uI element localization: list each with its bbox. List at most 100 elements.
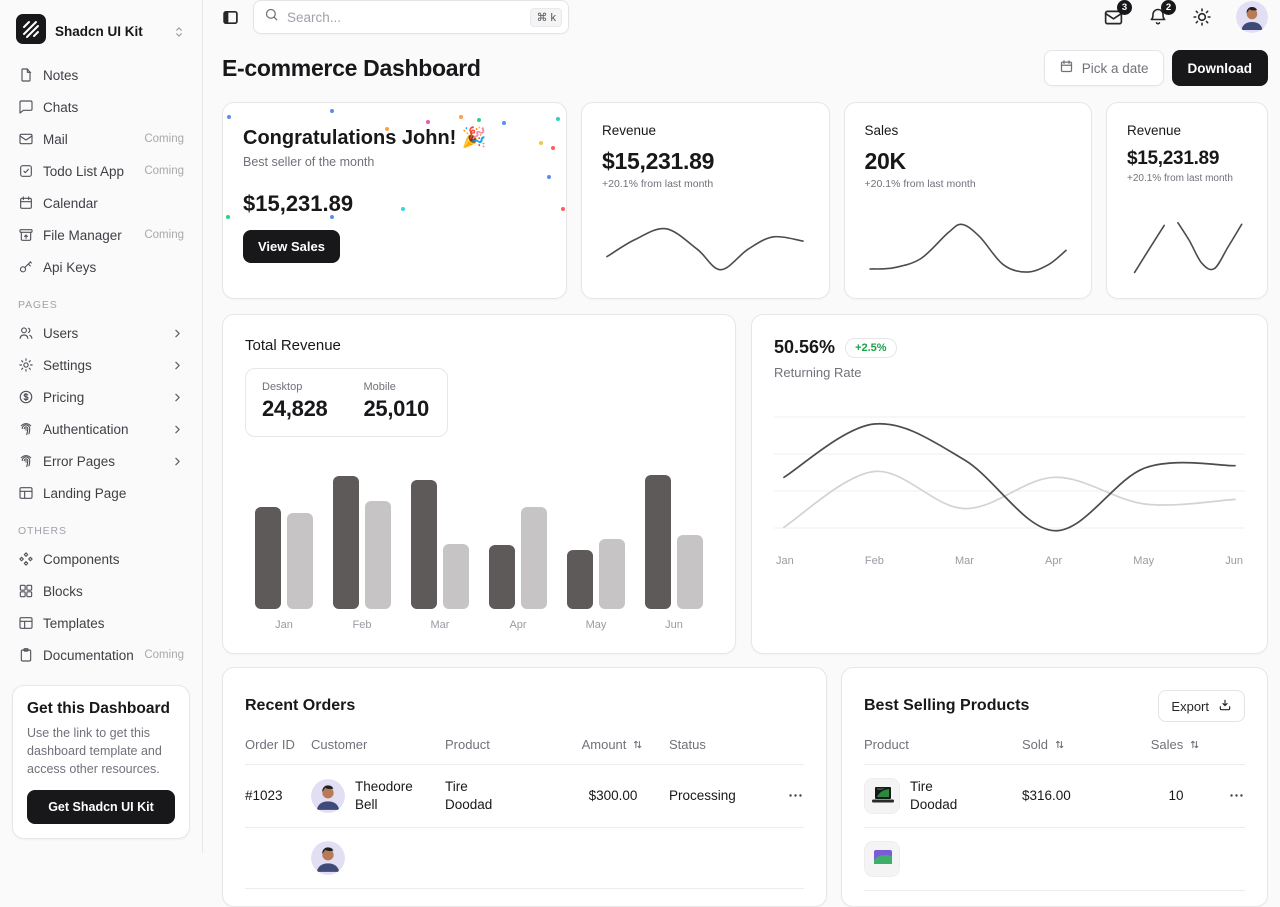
sidebar-item-documentation[interactable]: Documentation Coming <box>12 639 190 671</box>
order-product: Tire Doodad <box>445 778 493 812</box>
congratulations-subtitle: Best seller of the month <box>243 155 375 169</box>
sidebar-item-chats[interactable]: Chats <box>12 91 190 123</box>
sidebar: Shadcn UI Kit Notes Chats Mail Coming Todo L… <box>0 0 203 853</box>
bar-mobile <box>677 535 703 609</box>
settings-icon <box>18 357 34 373</box>
sidebar-item-todo-list-app[interactable]: Todo List App Coming <box>12 155 190 187</box>
revenue-sparkline-chart <box>1133 221 1243 274</box>
product-image <box>864 777 900 814</box>
file-manager-icon <box>18 227 34 243</box>
view-sales-button[interactable]: View Sales <box>243 230 340 263</box>
bell-badge: 2 <box>1161 0 1176 15</box>
customer-avatar <box>311 840 345 875</box>
sidebar-item-components[interactable]: Components <box>12 543 190 575</box>
column-header-amount[interactable]: Amount <box>557 736 669 754</box>
chevrons-up-down-icon[interactable] <box>172 25 186 39</box>
returning-rate-delta-badge: +2.5% <box>845 337 897 358</box>
coming-badge: Coming <box>144 229 184 241</box>
bar-desktop <box>411 480 437 609</box>
column-header-order-id: Order ID <box>245 737 295 752</box>
row-menu-button[interactable] <box>1228 787 1245 804</box>
sidebar-item-blocks[interactable]: Blocks <box>12 575 190 607</box>
customer-name: Theodore Bell <box>355 778 413 812</box>
sort-icon <box>631 738 644 751</box>
promo-title: Get this Dashboard <box>27 699 170 717</box>
sidebar-item-notes[interactable]: Notes <box>12 59 190 91</box>
bell-icon[interactable]: 2 <box>1148 0 1176 27</box>
pick-a-date-button[interactable]: Pick a date <box>1043 50 1164 86</box>
promo-card: Get this Dashboard Use the link to get t… <box>12 684 190 839</box>
brand-logo-icon <box>16 14 46 49</box>
mail-icon <box>18 131 34 147</box>
returning-rate-value: 50.56% <box>774 337 836 357</box>
recent-orders-card: Recent Orders Order ID Customer Product Amo… <box>222 667 827 907</box>
brand[interactable]: Shadcn UI Kit <box>12 10 190 59</box>
bar-group-apr <box>479 507 557 609</box>
theme-toggle-sun-icon[interactable] <box>1192 7 1212 27</box>
search-input[interactable]: Search... ⌘ k <box>253 0 569 34</box>
revenue-sparkline-chart <box>606 227 805 271</box>
sidebar-item-file-manager[interactable]: File Manager Coming <box>12 219 190 251</box>
bar-group-may <box>557 539 635 609</box>
returning-rate-label: Returning Rate <box>774 365 862 380</box>
sidebar-item-api-keys[interactable]: Api Keys <box>12 251 190 283</box>
sidebar-item-settings[interactable]: Settings <box>12 349 190 381</box>
sidebar-nav: Notes Chats Mail Coming Todo List App Coming C… <box>12 59 190 671</box>
users-icon <box>18 325 34 341</box>
bar-group-jun <box>635 475 713 609</box>
total-revenue-card: Total Revenue Desktop 24,828 Mobile 25,0… <box>222 314 736 654</box>
brand-name: Shadcn UI Kit <box>55 24 143 39</box>
product-row <box>864 828 1245 891</box>
sidebar-item-mail[interactable]: Mail Coming <box>12 123 190 155</box>
search-icon <box>264 7 279 27</box>
pricing-icon <box>18 389 34 405</box>
mobile-label: Mobile <box>363 381 396 393</box>
mail-icon[interactable]: 3 <box>1103 0 1132 28</box>
sidebar-item-error-pages[interactable]: Error Pages <box>12 445 190 477</box>
page-title: E-commerce Dashboard <box>222 54 481 81</box>
download-button[interactable]: Download <box>1171 50 1268 86</box>
best-selling-products-table: Product Sold Sales Tire Doodad $316.00 10 <box>864 722 1245 891</box>
todo-list-app-icon <box>18 163 34 179</box>
sales-card: Sales 20K +20.1% from last month <box>843 102 1092 299</box>
bar-desktop <box>333 476 359 609</box>
topbar: Search... ⌘ k 3 2 <box>203 0 1280 34</box>
column-header-sold[interactable]: Sold <box>1022 736 1134 754</box>
sidebar-item-templates[interactable]: Templates <box>12 607 190 639</box>
authentication-icon <box>18 421 34 437</box>
stat-value: $15,231.89 <box>602 148 715 174</box>
stat-delta: +20.1% from last month <box>602 178 714 190</box>
customer-avatar <box>311 778 345 813</box>
page-header: E-commerce Dashboard Pick a date Downloa… <box>203 34 1280 102</box>
chats-icon <box>18 99 34 115</box>
stat-delta: +20.1% from last month <box>1127 173 1233 184</box>
sidebar-item-users[interactable]: Users <box>12 317 190 349</box>
chevron-right-icon <box>171 327 184 340</box>
sidebar-item-authentication[interactable]: Authentication <box>12 413 190 445</box>
sidebar-item-calendar[interactable]: Calendar <box>12 187 190 219</box>
search-placeholder: Search... <box>287 9 342 25</box>
column-header-sales[interactable]: Sales <box>1134 736 1218 754</box>
row-menu-button[interactable] <box>787 787 804 804</box>
stat-label: Sales <box>864 123 899 138</box>
calendar-icon <box>18 195 34 211</box>
mobile-value: 25,010 <box>363 396 430 421</box>
sidebar-toggle-icon[interactable] <box>222 9 239 26</box>
column-header-product: Product <box>864 737 909 752</box>
coming-badge: Coming <box>144 133 184 145</box>
export-button[interactable]: Export <box>1158 690 1245 722</box>
sidebar-item-landing-page[interactable]: Landing Page <box>12 477 190 509</box>
order-status: Processing <box>669 788 736 804</box>
stat-label: Revenue <box>1127 123 1182 138</box>
stat-delta: +20.1% from last month <box>864 178 976 190</box>
error-pages-icon <box>18 453 34 469</box>
best-selling-products-card: Best Selling Products Export Product Sold… <box>841 667 1268 907</box>
user-avatar[interactable] <box>1236 1 1268 33</box>
sales-sparkline-chart <box>868 223 1067 273</box>
sidebar-item-pricing[interactable]: Pricing <box>12 381 190 413</box>
column-header-product: Product <box>445 737 490 752</box>
get-shadcn-ui-kit-button[interactable]: Get Shadcn UI Kit <box>27 790 175 824</box>
calendar-icon <box>1059 59 1074 77</box>
bar-group-mar <box>401 480 479 609</box>
bar-desktop <box>489 545 515 609</box>
